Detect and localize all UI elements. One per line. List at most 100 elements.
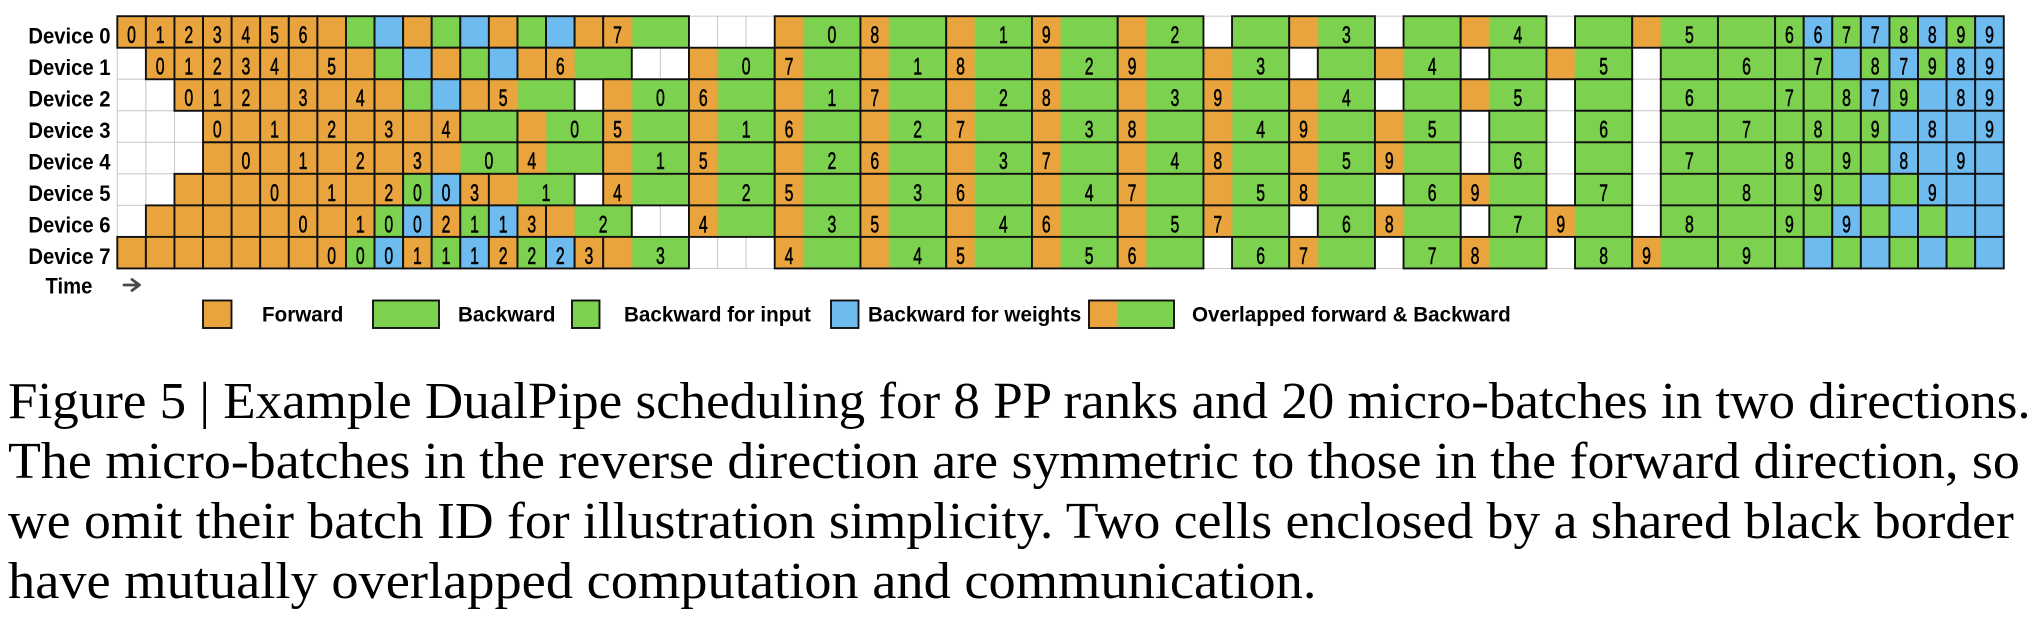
svg-text:0: 0 [384,244,393,270]
svg-text:9: 9 [1556,212,1565,238]
svg-text:2: 2 [999,86,1008,112]
svg-text:8: 8 [1956,55,1965,81]
svg-text:8: 8 [1871,55,1880,81]
svg-text:3: 3 [213,23,222,49]
svg-text:3: 3 [827,212,836,238]
svg-text:8: 8 [1928,118,1937,144]
svg-text:3: 3 [299,86,308,112]
svg-text:3: 3 [585,244,594,270]
svg-text:8: 8 [1899,149,1908,175]
svg-text:3: 3 [242,55,251,81]
svg-text:Forward: Forward [262,303,343,326]
svg-text:0: 0 [270,181,279,207]
svg-text:1: 1 [470,244,479,270]
svg-text:8: 8 [1471,244,1480,270]
svg-text:6: 6 [1599,118,1608,144]
svg-text:6: 6 [1042,212,1051,238]
svg-text:0: 0 [413,212,422,238]
svg-text:2: 2 [827,149,836,175]
svg-text:1: 1 [913,55,922,81]
svg-text:5: 5 [699,149,708,175]
svg-text:4: 4 [999,212,1008,238]
svg-text:3: 3 [913,181,922,207]
svg-text:1: 1 [656,149,665,175]
svg-text:3: 3 [999,149,1008,175]
svg-text:8: 8 [1385,212,1394,238]
svg-text:4: 4 [1342,86,1351,112]
svg-text:7: 7 [1042,149,1051,175]
svg-text:9: 9 [1213,86,1222,112]
svg-text:Device 3: Device 3 [28,118,110,143]
svg-text:7: 7 [1785,86,1794,112]
svg-text:0: 0 [156,55,165,81]
svg-text:3: 3 [527,212,536,238]
svg-text:5: 5 [1170,212,1179,238]
svg-text:1: 1 [156,23,165,49]
svg-text:3: 3 [1342,23,1351,49]
svg-text:8: 8 [1213,149,1222,175]
svg-text:Overlapped forward & Backward: Overlapped forward & Backward [1192,303,1511,326]
svg-text:6: 6 [1128,244,1137,270]
svg-text:9: 9 [1985,23,1994,49]
svg-text:3: 3 [1085,118,1094,144]
svg-text:2: 2 [527,244,536,270]
svg-text:9: 9 [1956,23,1965,49]
svg-text:2: 2 [442,212,451,238]
svg-text:Device 5: Device 5 [28,181,110,206]
svg-text:4: 4 [442,118,451,144]
svg-text:8: 8 [1785,149,1794,175]
svg-text:4: 4 [356,86,365,112]
svg-text:7: 7 [1513,212,1522,238]
svg-text:7: 7 [1899,55,1908,81]
svg-text:3: 3 [413,149,422,175]
svg-text:Device 0: Device 0 [28,24,110,49]
svg-text:9: 9 [1842,212,1851,238]
svg-text:9: 9 [1899,86,1908,112]
svg-text:0: 0 [827,23,836,49]
svg-text:5: 5 [327,55,336,81]
svg-text:9: 9 [1985,86,1994,112]
svg-text:0: 0 [484,149,493,175]
svg-text:4: 4 [270,55,279,81]
svg-text:2: 2 [742,181,751,207]
svg-text:1: 1 [499,212,508,238]
svg-text:5: 5 [870,212,879,238]
svg-text:Device 6: Device 6 [28,213,110,238]
svg-text:4: 4 [699,212,708,238]
svg-text:8: 8 [1599,244,1608,270]
svg-text:4: 4 [913,244,922,270]
svg-text:9: 9 [1299,118,1308,144]
svg-text:8: 8 [1956,86,1965,112]
svg-text:6: 6 [1785,23,1794,49]
svg-text:5: 5 [1085,244,1094,270]
svg-text:6: 6 [870,149,879,175]
svg-text:2: 2 [913,118,922,144]
svg-text:7: 7 [613,23,622,49]
svg-text:1: 1 [542,181,551,207]
svg-text:8: 8 [1042,86,1051,112]
svg-text:0: 0 [242,149,251,175]
svg-text:5: 5 [785,181,794,207]
svg-text:7: 7 [1213,212,1222,238]
svg-text:8: 8 [870,23,879,49]
svg-text:4: 4 [613,181,622,207]
svg-text:9: 9 [1128,55,1137,81]
svg-text:9: 9 [1814,181,1823,207]
svg-text:3: 3 [656,244,665,270]
svg-text:2: 2 [1085,55,1094,81]
svg-text:5: 5 [270,23,279,49]
svg-text:1: 1 [270,118,279,144]
svg-text:4: 4 [1256,118,1265,144]
svg-text:6: 6 [785,118,794,144]
svg-text:2: 2 [1170,23,1179,49]
svg-text:7: 7 [1842,23,1851,49]
svg-text:7: 7 [1428,244,1437,270]
svg-text:5: 5 [1428,118,1437,144]
svg-text:9: 9 [1871,118,1880,144]
svg-text:5: 5 [613,118,622,144]
svg-text:9: 9 [1642,244,1651,270]
svg-text:8: 8 [1128,118,1137,144]
svg-text:8: 8 [1299,181,1308,207]
svg-text:Time: Time [46,274,93,299]
svg-text:Backward for weights: Backward for weights [868,303,1081,326]
